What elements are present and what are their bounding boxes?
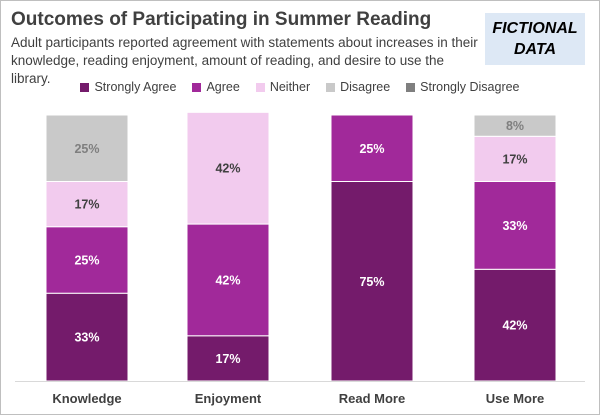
legend-label: Strongly Disagree: [420, 80, 520, 94]
data-label: 25%: [74, 142, 99, 156]
chart-legend: Strongly Agree Agree Neither Disagree Strong…: [1, 80, 599, 94]
data-label: 42%: [502, 319, 527, 333]
bar-segment-read-more-agree: [330, 114, 414, 182]
legend-swatch: [192, 82, 202, 92]
data-label: 33%: [502, 219, 527, 233]
x-tick-label: Read More: [339, 391, 405, 406]
bar-segment-knowledge-disagree: [45, 114, 129, 182]
badge-line-1: FICTIONAL: [492, 20, 578, 37]
bar-segment-knowledge-neither: [45, 181, 129, 228]
bar-segment-enjoyment-agree: [186, 223, 270, 337]
legend-label: Disagree: [340, 80, 391, 94]
data-label: 8%: [506, 119, 524, 133]
bar-segment-use-more-disagree: [473, 114, 557, 137]
data-label: 75%: [359, 275, 384, 289]
bar-segment-read-more-strongly-agree: [330, 181, 414, 382]
legend-item-neither: Neither: [255, 80, 311, 94]
legend-swatch: [80, 82, 90, 92]
chart-title: Outcomes of Participating in Summer Read…: [11, 9, 432, 30]
data-label: 42%: [215, 162, 240, 176]
bar-segment-enjoyment-strongly-agree: [186, 335, 270, 382]
bar-segment-enjoyment-neither: [186, 111, 270, 225]
legend-item-strongly-agree: Strongly Agree: [80, 80, 176, 94]
data-label: 17%: [502, 152, 527, 166]
legend-swatch: [326, 82, 336, 92]
bar-segment-knowledge-strongly-agree: [45, 292, 129, 382]
legend-item-disagree: Disagree: [326, 80, 390, 94]
legend-swatch: [406, 82, 416, 92]
data-label: 33%: [74, 331, 99, 345]
legend-label: Agree: [206, 80, 240, 94]
data-label: 17%: [215, 352, 240, 366]
chart-subtitle: Adult participants reported agreement wi…: [11, 35, 478, 86]
data-label: 25%: [359, 142, 384, 156]
legend-swatch: [255, 82, 265, 92]
x-tick-label: Knowledge: [52, 391, 121, 406]
bar-segment-use-more-strongly-agree: [473, 268, 557, 382]
legend-label: Neither: [269, 80, 311, 94]
badge-line-2: DATA: [513, 41, 557, 58]
data-label: 17%: [74, 198, 99, 212]
x-tick-label: Use More: [486, 391, 545, 406]
fictional-data-badge: FICTIONAL DATA: [485, 13, 585, 65]
legend-item-agree: Agree: [192, 80, 240, 94]
x-tick-label: Enjoyment: [195, 391, 262, 406]
data-label: 25%: [74, 253, 99, 267]
bar-segment-knowledge-agree: [45, 226, 129, 294]
legend-label: Strongly Agree: [94, 80, 177, 94]
legend-item-strongly-disagree: Strongly Disagree: [406, 80, 520, 94]
data-label: 42%: [215, 273, 240, 287]
